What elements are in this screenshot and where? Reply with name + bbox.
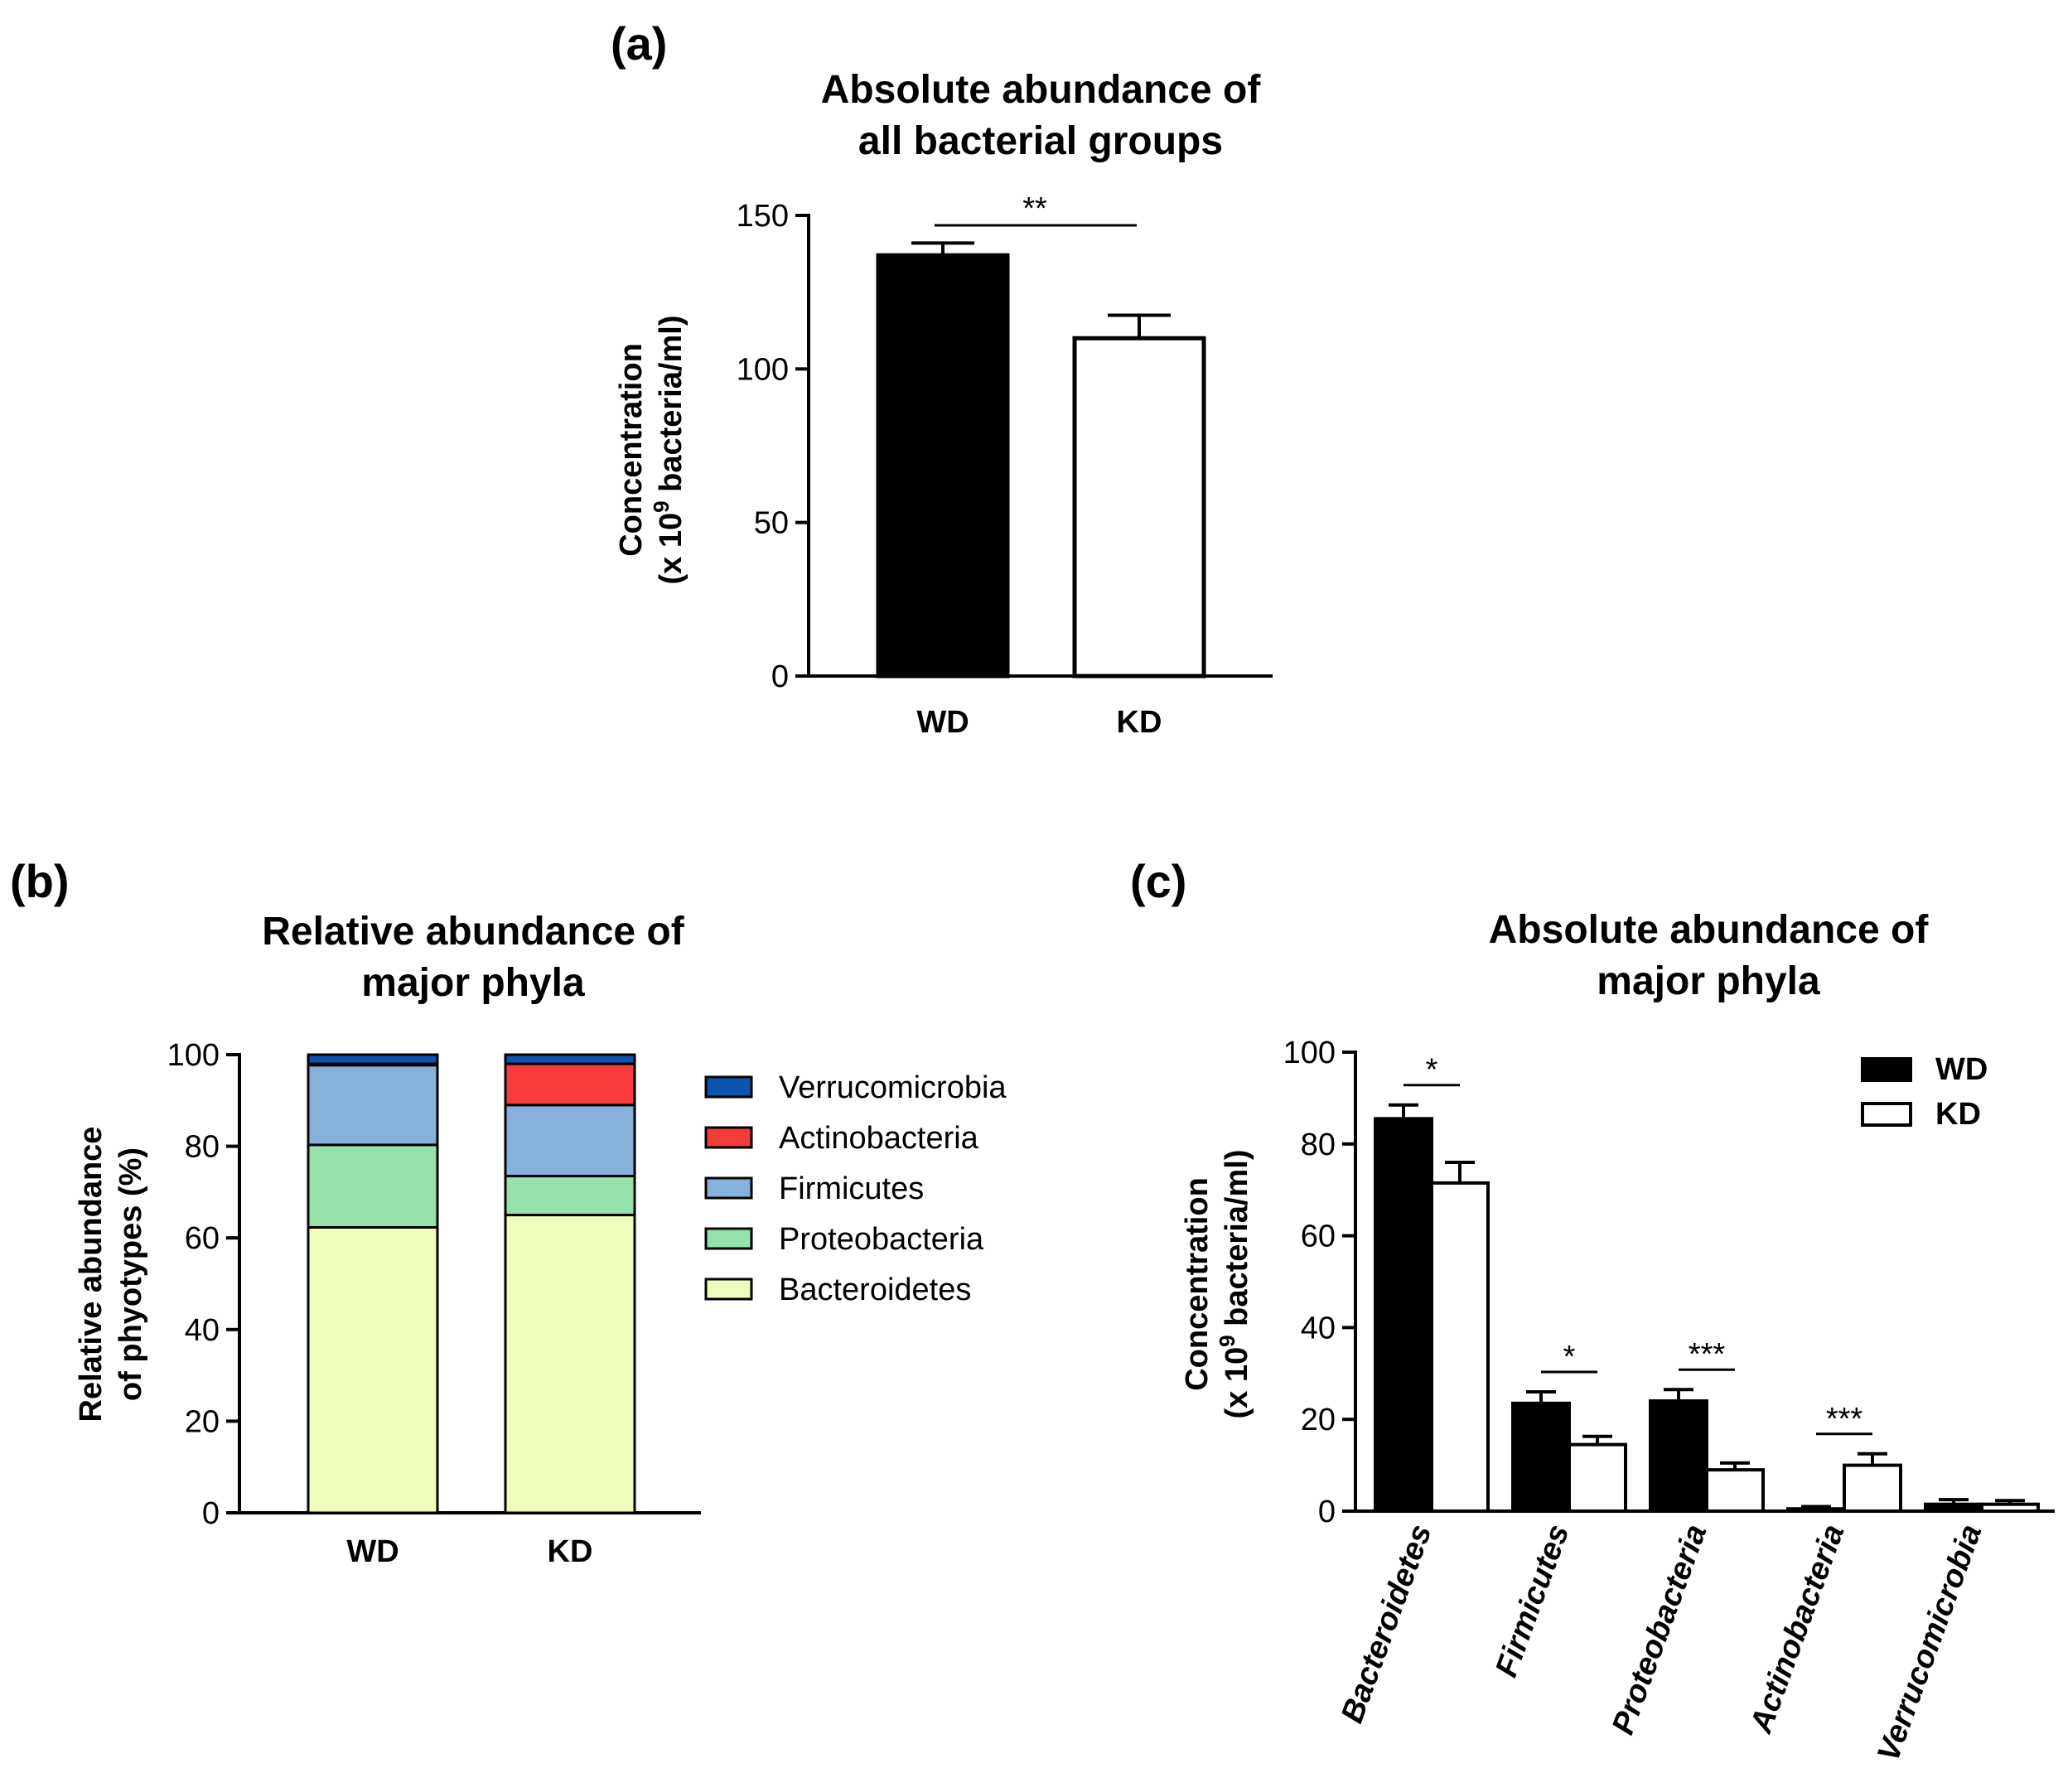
panel-b-segment-wd-bacteroidetes: [307, 1225, 439, 1514]
panel-a-bar-wd: [876, 253, 1010, 679]
panel-c-bar-verrucomicrobia-kd: [1980, 1502, 2040, 1513]
panel-c-title-line2: major phyla: [1597, 959, 1820, 1003]
panel-b-legend-label-verrucomicrobia: Verrucomicrobia: [779, 1070, 1007, 1105]
panel-b-legend-swatch-bacteroidetes: [704, 1278, 753, 1301]
panel-c-y-tick-label: 40: [1301, 1311, 1336, 1345]
panel-a-x-tick-label: KD: [1117, 705, 1162, 740]
panel-c-bar-firmicutes-wd: [1511, 1401, 1571, 1514]
panel-c-ylabel-line2: (x 109 bacteria/ml): [1215, 1150, 1254, 1419]
panel-b-ylabel-line2: of phyotypes (%): [114, 1147, 148, 1401]
panel-c-title-line1: Absolute abundance of: [1489, 908, 1930, 952]
panel-a-bar-kd: [1072, 336, 1206, 679]
panel-b-segment-wd-firmicutes: [307, 1064, 439, 1147]
panel-c-legend-swatch-wd: [1861, 1057, 1912, 1082]
panel-c-bar-bacteroidetes-wd: [1374, 1117, 1433, 1513]
panel-a-significance-label: **: [1022, 191, 1047, 226]
panel-b-legend-swatch-firmicutes: [704, 1176, 753, 1200]
panel-c-legend-swatch-kd: [1861, 1102, 1912, 1127]
panel-c-bar-proteobacteria-wd: [1649, 1399, 1708, 1514]
panel-b-y-tick-label: 0: [202, 1496, 220, 1531]
panel-a-x-tick-label: WD: [916, 705, 969, 740]
panel-c-grouped-bar-chart: (c) Absolute abundance of major phyla Co…: [1130, 855, 2055, 1766]
panel-c-bar-actinobacteria-kd: [1843, 1463, 1902, 1513]
panel-b-stacked-bar-chart: (b) Relative abundance of major phyla Re…: [10, 855, 1007, 1569]
panel-b-y-tick-label: 40: [185, 1313, 220, 1348]
panel-c-y-tick-label: 20: [1301, 1403, 1336, 1437]
panel-b-legend-label-firmicutes: Firmicutes: [779, 1171, 924, 1206]
panel-a-y-tick-label: 50: [754, 506, 789, 541]
panel-a-ylabel-line1: Concentration: [614, 343, 649, 557]
panel-c-bar-verrucomicrobia-wd: [1924, 1502, 1983, 1513]
panel-c-significance-label: ***: [1826, 1402, 1863, 1437]
panel-c-significance-label: *: [1563, 1340, 1576, 1374]
panel-b-y-axis-label: Relative abundance of phyotypes (%): [74, 1127, 148, 1422]
panel-a-title-line1: Absolute abundance of: [821, 68, 1262, 112]
panel-c-bar-proteobacteria-kd: [1705, 1468, 1765, 1514]
panel-c-legend-label-wd: WD: [1935, 1052, 1988, 1087]
panel-b-legend-swatch-verrucomicrobia: [704, 1075, 753, 1099]
panel-b-y-tick-label: 100: [167, 1038, 220, 1073]
panel-c-significance-label: ***: [1689, 1337, 1726, 1372]
panel-a-y-tick-label: 150: [737, 199, 789, 234]
panel-b-segment-kd-actinobacteria: [504, 1062, 636, 1107]
panel-c-x-tick-label: Actinobacteria: [1743, 1520, 1851, 1738]
panel-b-legend-label-actinobacteria: Actinobacteria: [779, 1121, 979, 1156]
panel-a-y-tick-label: 0: [771, 659, 789, 694]
panel-c-y-tick-label: 80: [1301, 1128, 1336, 1162]
panel-b-ylabel-line1: Relative abundance: [74, 1127, 109, 1422]
panel-b-segment-kd-bacteroidetes: [504, 1214, 636, 1514]
panel-b-x-tick-label: KD: [548, 1534, 593, 1569]
panel-c-significance-label: *: [1426, 1053, 1438, 1088]
panel-c-y-tick-label: 0: [1318, 1495, 1336, 1529]
panel-c-y-tick-label: 100: [1283, 1036, 1336, 1070]
panel-a-title-line2: all bacterial groups: [858, 119, 1223, 163]
panel-a-ylabel-line2: (x 109 bacteria/ml): [649, 316, 688, 585]
panel-b-segment-wd-proteobacteria: [307, 1143, 439, 1229]
panel-b-y-tick-label: 20: [185, 1404, 220, 1439]
panel-b-segment-kd-verrucomicrobia: [504, 1053, 636, 1065]
panel-c-y-tick-label: 60: [1301, 1220, 1336, 1254]
panel-b-segment-kd-firmicutes: [504, 1104, 636, 1178]
panel-c-x-tick-label: Bacteroidetes: [1335, 1520, 1438, 1728]
panel-b-legend-swatch-proteobacteria: [704, 1227, 753, 1250]
panel-c-y-axis-label: Concentration (x 109 bacteria/ml): [1180, 1150, 1254, 1419]
panel-b-title-line2: major phyla: [361, 961, 585, 1005]
panel-c-legend-label-kd: KD: [1935, 1097, 1981, 1132]
panel-b-legend-label-proteobacteria: Proteobacteria: [779, 1222, 984, 1257]
panel-a-label: (a): [611, 17, 667, 70]
panel-c-label: (c): [1130, 855, 1186, 907]
panel-b-legend-swatch-actinobacteria: [704, 1126, 753, 1149]
panel-c-bar-actinobacteria-wd: [1786, 1507, 1846, 1513]
panel-b-label: (b): [10, 855, 70, 907]
panel-b-segment-kd-proteobacteria: [504, 1175, 636, 1217]
panel-b-legend-label-bacteroidetes: Bacteroidetes: [779, 1273, 971, 1307]
panel-b-x-tick-label: WD: [346, 1534, 399, 1569]
panel-c-x-tick-label: Firmicutes: [1489, 1520, 1576, 1682]
panel-c-bar-firmicutes-kd: [1568, 1442, 1627, 1514]
panel-b-segment-wd-verrucomicrobia: [307, 1053, 439, 1065]
panel-c-bar-bacteroidetes-kd: [1430, 1181, 1490, 1513]
panel-c-x-tick-label: Verrucomicrobia: [1871, 1520, 1988, 1766]
panel-c-ylabel-line1: Concentration: [1180, 1177, 1215, 1391]
panel-a-y-axis-label: Concentration (x 109 bacteria/ml): [614, 316, 688, 585]
panel-b-y-tick-label: 80: [185, 1130, 220, 1165]
panel-c-x-tick-label: Proteobacteria: [1606, 1520, 1713, 1739]
panel-a-y-tick-label: 100: [737, 352, 789, 387]
panel-b-y-tick-label: 60: [185, 1221, 220, 1256]
panel-b-title-line1: Relative abundance of: [262, 910, 684, 954]
panel-a-bar-chart: (a) Absolute abundance of all bacterial …: [611, 17, 1273, 740]
